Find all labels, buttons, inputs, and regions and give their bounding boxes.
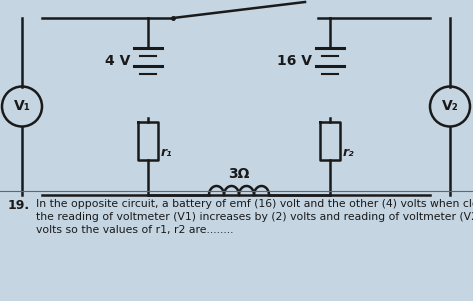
Text: volts so the values of r1, r2 are........: volts so the values of r1, r2 are.......… [36,225,234,235]
Text: r₂: r₂ [343,145,355,159]
Text: 3Ω: 3Ω [228,167,250,181]
Text: V₂: V₂ [442,100,458,113]
Text: r₁: r₁ [161,145,173,159]
Text: 16 V: 16 V [277,54,312,68]
Text: the reading of voltmeter (V1) increases by (2) volts and reading of voltmeter (V: the reading of voltmeter (V1) increases … [36,212,473,222]
Text: 4 V: 4 V [105,54,130,68]
Text: 19.: 19. [8,199,30,212]
Text: In the opposite circuit, a battery of emf (16) volt and the other (4) volts when: In the opposite circuit, a battery of em… [36,199,473,209]
Text: V₁: V₁ [14,100,30,113]
